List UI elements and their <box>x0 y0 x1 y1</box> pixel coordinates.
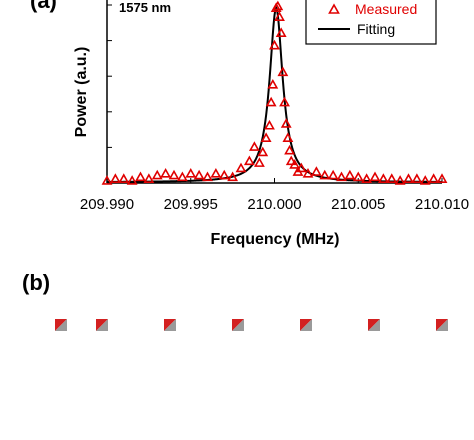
measured-point <box>235 162 247 173</box>
wavelength-annotation: 1575 nm <box>119 0 171 15</box>
panel-b-marker <box>436 319 448 331</box>
measured-point <box>218 169 230 180</box>
measured-point <box>319 169 331 180</box>
x-tick-label: 210.000 <box>247 196 301 213</box>
measured-point <box>143 173 155 183</box>
panel-b-markers <box>55 319 448 331</box>
measured-point <box>344 169 356 180</box>
measured-point <box>168 169 180 180</box>
measured-point <box>160 167 172 178</box>
panel-a-label: (a) <box>30 0 57 13</box>
measured-point <box>279 96 290 107</box>
measured-point <box>295 162 307 173</box>
measured-point <box>101 175 113 185</box>
measured-point <box>436 173 448 183</box>
measured-point <box>272 0 284 11</box>
x-axis-ticks: 209.990 209.995 210.000 210.005 210.010 <box>80 178 469 213</box>
x-tick-label: 210.005 <box>331 196 385 213</box>
measured-point <box>336 171 347 182</box>
measured-point <box>280 118 292 128</box>
legend-measured-icon <box>328 3 340 14</box>
measured-point <box>302 167 314 178</box>
measured-point <box>269 39 280 50</box>
measured-point <box>176 171 188 182</box>
measured-points <box>101 0 448 185</box>
y-axis-ticks <box>107 4 112 184</box>
measured-point <box>265 96 277 107</box>
measured-point <box>243 155 255 166</box>
measured-point <box>419 175 431 185</box>
measured-point <box>257 146 269 157</box>
panel-b-marker <box>164 319 176 331</box>
measured-point <box>267 78 279 89</box>
measured-point <box>361 173 373 183</box>
measured-point <box>135 171 146 182</box>
measured-point <box>118 173 130 183</box>
measured-point <box>310 166 322 176</box>
measured-point <box>264 119 275 130</box>
x-axis-title: Frequency (MHz) <box>211 231 340 248</box>
measured-point <box>275 27 287 37</box>
measured-point <box>274 11 285 21</box>
y-axis-title: Power (a.u.) <box>73 47 90 138</box>
panel-b-marker <box>55 319 67 331</box>
measured-point <box>185 167 197 178</box>
measured-point <box>277 66 289 77</box>
measured-point <box>284 144 295 155</box>
measured-point <box>248 141 260 151</box>
measured-point <box>428 173 440 183</box>
measured-point <box>282 132 294 142</box>
measured-point <box>394 175 406 185</box>
measured-point <box>260 132 272 142</box>
measured-point <box>193 169 205 180</box>
legend-fitting-label: Fitting <box>357 21 395 37</box>
measured-point <box>210 167 222 178</box>
measured-point <box>327 169 339 180</box>
legend-box <box>305 0 437 45</box>
panel-b-marker <box>232 319 244 331</box>
legend: Measured Fitting <box>305 0 437 45</box>
panel-b-marker <box>300 319 312 331</box>
measured-point <box>202 171 213 182</box>
measured-point <box>126 175 138 185</box>
measured-point <box>386 173 398 183</box>
measured-point <box>109 173 121 183</box>
measured-point <box>227 171 239 182</box>
panel-b-marker <box>368 319 380 331</box>
measured-point <box>403 173 414 183</box>
panel-b-marker <box>96 319 108 331</box>
measured-point <box>377 173 389 183</box>
measured-point <box>285 155 297 166</box>
measured-point <box>411 173 423 183</box>
legend-measured-label: Measured <box>355 1 417 17</box>
x-tick-label: 209.990 <box>80 196 134 213</box>
measured-point <box>289 159 301 169</box>
measured-point <box>151 169 163 180</box>
measured-point <box>369 171 381 182</box>
panel-b-label: (b) <box>22 270 50 295</box>
x-tick-label: 210.010 <box>415 196 469 213</box>
x-tick-label: 209.995 <box>164 196 218 213</box>
measured-point <box>254 157 265 167</box>
measured-point <box>352 171 364 182</box>
